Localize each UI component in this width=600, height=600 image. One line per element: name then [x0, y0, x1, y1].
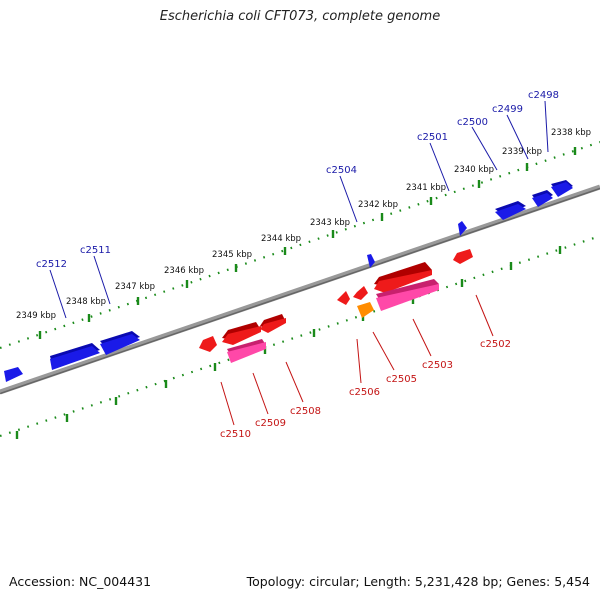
callout-line: [471, 126, 498, 171]
gene-arrow: [532, 193, 553, 207]
gene-arrow: [337, 291, 350, 305]
scale-label: 2348 kbp: [66, 297, 106, 307]
scale-label: 2344 kbp: [261, 234, 301, 244]
scale-label: 2339 kbp: [502, 147, 542, 157]
gene-arrow: [551, 182, 573, 197]
gene-arrow: [376, 284, 439, 311]
gene-label-c2498[interactable]: c2498: [528, 90, 559, 101]
scale-label: 2346 kbp: [164, 266, 204, 276]
reverse-genes: [199, 249, 473, 363]
scale-label: 2341 kbp: [406, 183, 446, 193]
gene-label-c2509[interactable]: c2509: [255, 418, 286, 429]
callout-line: [429, 142, 450, 192]
genome-summary-text: Topology: circular; Length: 5,231,428 bp…: [246, 574, 590, 589]
scale-label: 2345 kbp: [212, 250, 252, 260]
callout-line: [475, 294, 494, 337]
gene-arrow: [495, 204, 526, 220]
callout-line: [285, 361, 304, 403]
callout-line: [252, 372, 269, 415]
callout-line: [49, 269, 67, 319]
gene-arrow: [458, 221, 467, 236]
scale-label: 2347 kbp: [115, 282, 155, 292]
callout-line: [372, 331, 395, 371]
callout-line: [506, 114, 529, 160]
gene-arrow: [260, 318, 286, 333]
lower-major-ticks: [15, 246, 562, 439]
callout-line: [544, 100, 549, 153]
gene-arrow: [4, 367, 23, 382]
scale-label: 2342 kbp: [358, 200, 398, 210]
map-title: Escherichia coli CFT073, complete genome: [159, 9, 441, 24]
gene-arrow: [199, 336, 217, 352]
gene-label-c2512[interactable]: c2512: [36, 259, 67, 270]
gene-arrow: [374, 270, 432, 293]
gene-label-c2502[interactable]: c2502: [480, 339, 511, 350]
scale-label: 2343 kbp: [310, 218, 350, 228]
scale-label: 2349 kbp: [16, 311, 56, 321]
gene-label-c2499[interactable]: c2499: [492, 104, 523, 115]
gene-label-c2505[interactable]: c2505: [386, 374, 417, 385]
scale-label: 2338 kbp: [551, 128, 591, 138]
gene-arrow: [227, 342, 266, 363]
genome-backbone: [0, 184, 600, 395]
gene-arrow: [50, 346, 100, 370]
callout-line: [412, 318, 432, 357]
gene-label-c2508[interactable]: c2508: [290, 406, 321, 417]
callout-line: [356, 338, 362, 384]
gene-label-c2504[interactable]: c2504: [326, 165, 357, 176]
gene-label-c2501[interactable]: c2501: [417, 132, 448, 143]
forward-genes: [4, 180, 573, 382]
gene-arrow: [367, 254, 375, 268]
gene-arrow: [353, 286, 368, 300]
scale-label: 2340 kbp: [454, 165, 494, 175]
gene-arrow: [100, 334, 140, 355]
upper-dotted-track: [0, 140, 600, 350]
gene-label-c2506[interactable]: c2506: [349, 387, 380, 398]
gene-label-c2511[interactable]: c2511: [80, 245, 111, 256]
gene-label-c2503[interactable]: c2503: [422, 360, 453, 371]
callout-line: [93, 255, 111, 305]
gene-arrow: [357, 302, 374, 318]
gene-arrow: [453, 249, 473, 264]
upper-major-ticks: [38, 147, 577, 339]
accession-text: Accession: NC_004431: [9, 574, 152, 589]
gene-label-c2500[interactable]: c2500: [457, 117, 488, 128]
callout-line: [339, 175, 358, 223]
callout-line: [220, 381, 235, 426]
gene-label-c2510[interactable]: c2510: [220, 429, 251, 440]
genome-backbone-shade: [0, 187, 600, 395]
gene-arrow: [222, 326, 261, 345]
